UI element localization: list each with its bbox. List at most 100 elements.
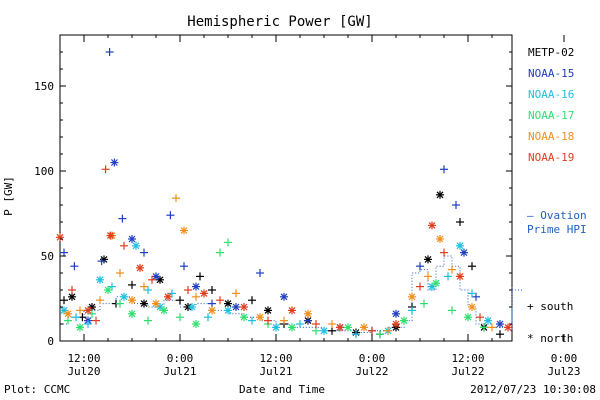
- data-point: [480, 323, 488, 332]
- data-point: [118, 214, 127, 223]
- data-point: [60, 296, 68, 305]
- data-point: [444, 272, 452, 281]
- plot-credit: Plot: CCMC: [4, 383, 70, 396]
- data-point: [440, 165, 448, 174]
- data-point: [456, 241, 464, 250]
- data-point: [468, 289, 476, 298]
- data-point: [464, 313, 472, 322]
- data-point: [188, 303, 196, 311]
- data-point: [92, 316, 100, 325]
- x-tick-label-time: 0:00: [551, 352, 578, 365]
- data-point: [424, 272, 432, 281]
- data-point: [232, 303, 240, 311]
- data-points: [56, 48, 512, 339]
- data-point: [232, 289, 240, 298]
- data-point: [476, 313, 484, 322]
- data-point: [264, 306, 272, 315]
- data-point: [472, 292, 480, 301]
- data-point: [208, 306, 216, 315]
- data-point: [132, 241, 140, 250]
- data-point: [84, 306, 92, 315]
- data-point: [312, 326, 320, 335]
- data-point: [468, 262, 476, 271]
- legend-entry: NOAA-18: [528, 130, 574, 143]
- data-point: [101, 165, 110, 174]
- data-point: [344, 323, 352, 332]
- data-point: [164, 292, 172, 301]
- data-point: [448, 265, 456, 274]
- data-point: [116, 269, 124, 277]
- data-point: [424, 255, 432, 264]
- data-point: [248, 296, 256, 305]
- data-point: [460, 248, 468, 257]
- y-axis-label: P [GW]: [2, 176, 15, 216]
- data-point: [256, 313, 264, 322]
- data-point: [60, 248, 68, 257]
- data-point: [456, 272, 464, 281]
- data-point: [296, 320, 304, 328]
- data-point: [97, 257, 106, 266]
- data-point: [416, 282, 424, 291]
- data-point: [68, 292, 76, 301]
- data-point: [208, 286, 216, 294]
- data-point: [70, 262, 79, 271]
- data-point: [408, 292, 416, 301]
- data-point: [128, 309, 136, 318]
- data-point: [148, 275, 156, 284]
- data-point: [96, 296, 104, 305]
- data-point: [76, 323, 84, 332]
- data-point: [216, 248, 224, 257]
- data-point: [376, 330, 384, 339]
- x-tick-label-time: 12:00: [259, 352, 292, 365]
- data-point: [152, 299, 160, 308]
- x-tick-label-date: Jul21: [163, 365, 196, 378]
- data-point: [56, 233, 64, 242]
- data-point: [304, 309, 312, 318]
- data-point: [352, 330, 360, 339]
- data-point: [128, 235, 136, 243]
- x-tick-label-time: 0:00: [167, 352, 194, 365]
- data-point: [440, 248, 448, 257]
- data-point: [224, 238, 232, 247]
- x-tick-label-date: Jul22: [451, 365, 484, 378]
- data-point: [120, 292, 128, 301]
- data-point: [144, 316, 152, 325]
- data-point: [468, 303, 476, 311]
- data-point: [452, 201, 460, 209]
- data-point: [448, 306, 456, 315]
- data-point: [360, 323, 368, 332]
- data-point: [200, 289, 208, 298]
- data-point: [436, 235, 444, 243]
- data-point: [240, 303, 248, 311]
- legend-entry: NOAA-15: [528, 67, 574, 80]
- data-point: [504, 323, 512, 332]
- data-point: [160, 306, 168, 315]
- data-point: [436, 190, 444, 199]
- x-tick-label-date: Jul22: [355, 365, 388, 378]
- data-point: [108, 282, 116, 291]
- data-point: [172, 194, 180, 203]
- legend-entry: NOAA-16: [528, 88, 574, 101]
- data-point: [256, 269, 264, 277]
- y-tick-label: 100: [34, 165, 54, 178]
- data-point: [224, 306, 232, 315]
- x-tick-label-time: 12:00: [451, 352, 484, 365]
- data-point: [336, 323, 344, 332]
- x-tick-label-date: Jul23: [547, 365, 580, 378]
- x-tick-label-date: Jul20: [67, 365, 100, 378]
- data-point: [110, 158, 119, 167]
- data-point: [105, 48, 114, 56]
- chart-title: Hemispheric Power [GW]: [187, 14, 372, 30]
- ovation-label-1: – Ovation: [527, 209, 587, 222]
- data-point: [240, 313, 248, 322]
- data-point: [496, 320, 504, 328]
- data-point: [152, 272, 160, 281]
- data-point: [216, 296, 224, 305]
- data-point: [428, 221, 436, 230]
- ovation-label-2: Prime HPI: [527, 223, 587, 236]
- legend-entry: NOAA-19: [528, 151, 574, 164]
- data-point: [320, 326, 328, 335]
- data-point: [304, 316, 312, 325]
- data-point: [456, 218, 464, 226]
